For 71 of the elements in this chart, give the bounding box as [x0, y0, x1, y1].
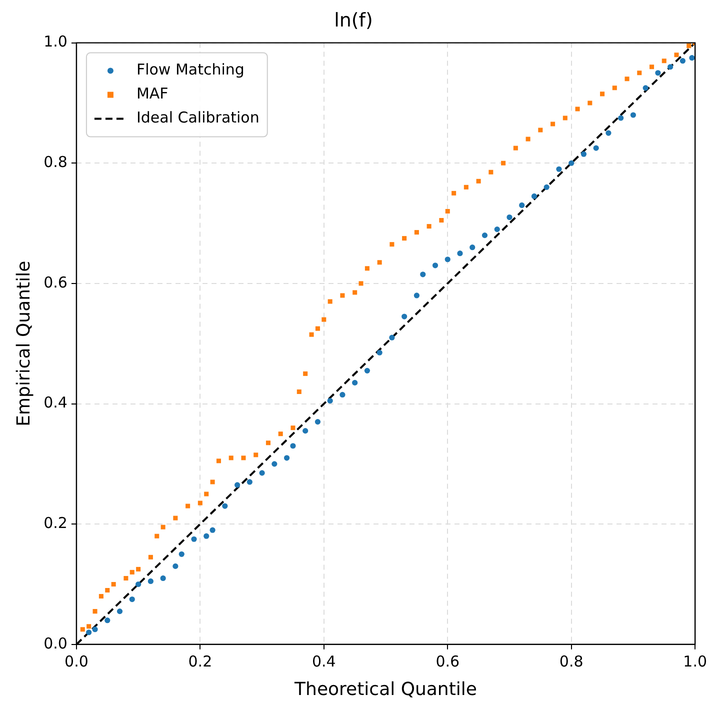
- point: [172, 563, 178, 569]
- x-tick-label: 0.6: [436, 652, 460, 670]
- y-tick-label: 0.2: [44, 514, 68, 532]
- point: [327, 398, 333, 404]
- x-tick-label: 0.4: [312, 652, 336, 670]
- point: [618, 115, 624, 121]
- point: [86, 630, 92, 636]
- point: [568, 160, 574, 166]
- point: [689, 55, 695, 61]
- point: [204, 533, 210, 539]
- point: [593, 145, 599, 151]
- point: [580, 151, 587, 157]
- point: [364, 368, 370, 374]
- point: [104, 618, 110, 624]
- point: [506, 214, 512, 220]
- point: [222, 503, 228, 509]
- point: [432, 262, 438, 268]
- y-tick-label: 0.4: [44, 394, 68, 412]
- y-tick-label: 0.8: [44, 153, 68, 172]
- point: [457, 250, 463, 256]
- chart-title: ln(f): [334, 9, 373, 32]
- point: [531, 193, 538, 200]
- x-tick-label: 0.0: [64, 652, 88, 670]
- point: [178, 551, 184, 557]
- point: [444, 256, 450, 262]
- point: [494, 226, 500, 232]
- point: [290, 443, 296, 449]
- legend-label: MAF: [136, 84, 168, 103]
- y-tick-label: 0.0: [44, 634, 68, 652]
- point: [129, 596, 135, 602]
- y-tick-label: 0.6: [44, 273, 68, 292]
- x-tick-label: 0.8: [559, 652, 584, 670]
- point: [606, 130, 612, 136]
- point: [234, 482, 240, 488]
- point: [402, 314, 408, 320]
- point: [482, 232, 488, 238]
- point: [680, 58, 686, 64]
- point: [642, 85, 648, 91]
- point: [246, 479, 252, 485]
- point: [519, 202, 525, 208]
- point: [544, 184, 550, 190]
- legend-label: Ideal Calibration: [136, 108, 260, 127]
- point: [630, 112, 636, 118]
- point: [259, 470, 265, 476]
- point: [668, 64, 674, 70]
- point: [272, 461, 278, 467]
- point: [340, 392, 346, 398]
- point: [92, 626, 98, 632]
- point: [160, 575, 166, 582]
- point: [655, 70, 661, 76]
- x-tick-label: 0.2: [188, 652, 212, 670]
- legend-label: Flow Matching: [136, 60, 244, 79]
- point: [210, 527, 216, 533]
- point: [116, 608, 123, 614]
- x-axis-title: Theoretical Quantile: [294, 678, 477, 700]
- point: [302, 428, 308, 434]
- point: [420, 272, 426, 278]
- point: [148, 578, 154, 584]
- point: [284, 455, 290, 461]
- point: [376, 350, 382, 356]
- y-axis-title: Empirical Quantile: [13, 260, 34, 426]
- point: [389, 334, 395, 340]
- point: [191, 536, 197, 542]
- y-tick-label: 1.0: [44, 32, 68, 51]
- point: [136, 581, 142, 588]
- point: [352, 380, 358, 386]
- point: [470, 244, 476, 250]
- point: [414, 292, 420, 298]
- point: [556, 166, 562, 172]
- point: [314, 419, 321, 425]
- x-tick-label: 1.0: [683, 652, 707, 670]
